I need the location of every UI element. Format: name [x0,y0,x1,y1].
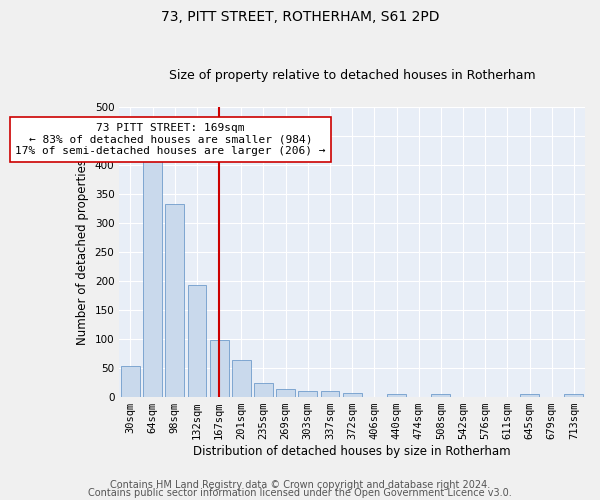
Bar [209,340,229,396]
Bar [520,394,539,396]
Y-axis label: Number of detached properties: Number of detached properties [76,158,89,344]
Bar [298,391,317,396]
Bar [254,382,273,396]
X-axis label: Distribution of detached houses by size in Rotherham: Distribution of detached houses by size … [193,444,511,458]
Bar [431,394,450,396]
Bar [143,160,162,396]
Text: 73 PITT STREET: 169sqm
← 83% of detached houses are smaller (984)
17% of semi-de: 73 PITT STREET: 169sqm ← 83% of detached… [15,123,326,156]
Bar [320,391,340,396]
Bar [387,394,406,396]
Bar [121,366,140,396]
Text: 73, PITT STREET, ROTHERHAM, S61 2PD: 73, PITT STREET, ROTHERHAM, S61 2PD [161,10,439,24]
Bar [276,389,295,396]
Bar [188,286,206,397]
Bar [166,204,184,396]
Title: Size of property relative to detached houses in Rotherham: Size of property relative to detached ho… [169,69,535,82]
Bar [232,360,251,397]
Bar [343,392,362,396]
Text: Contains HM Land Registry data © Crown copyright and database right 2024.: Contains HM Land Registry data © Crown c… [110,480,490,490]
Text: Contains public sector information licensed under the Open Government Licence v3: Contains public sector information licen… [88,488,512,498]
Bar [565,394,583,396]
